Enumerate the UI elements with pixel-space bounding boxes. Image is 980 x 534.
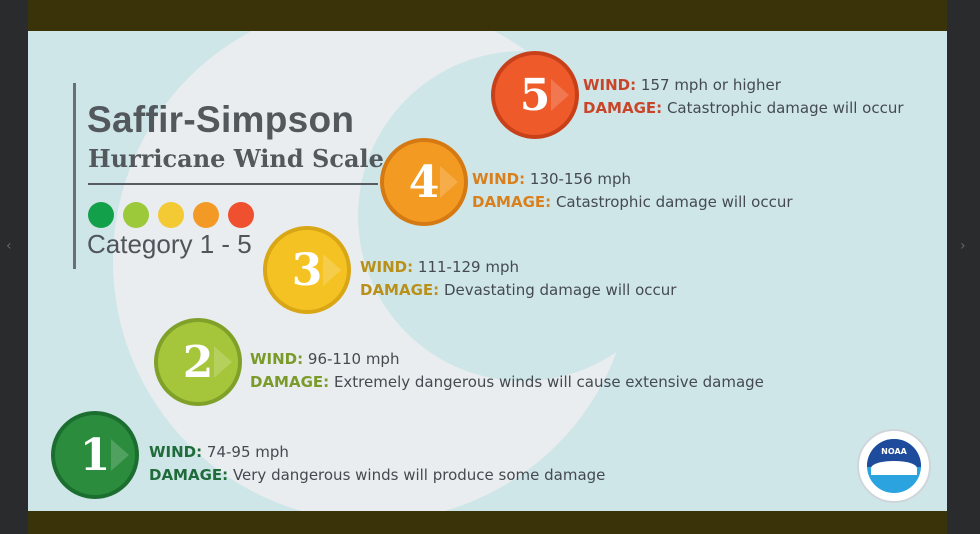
wind-label: WIND:	[472, 170, 526, 188]
wind-row: WIND: 74-95 mph	[149, 441, 605, 464]
wind-row: WIND: 111-129 mph	[360, 256, 676, 279]
noaa-logo: NOAA	[857, 429, 931, 503]
wind-row: WIND: 130-156 mph	[472, 168, 793, 191]
legend-dot	[88, 202, 114, 228]
legend-dot	[228, 202, 254, 228]
wind-value: 157 mph or higher	[640, 76, 781, 94]
category-4-info: WIND: 130-156 mph DAMAGE: Catastrophic da…	[472, 168, 793, 214]
damage-row: DAMAGE: Catastrophic damage will occur	[583, 97, 904, 120]
arrow-icon	[440, 166, 458, 198]
category-number: 3	[291, 244, 323, 296]
damage-label: DAMAGE:	[472, 193, 552, 211]
divider	[73, 83, 76, 269]
infographic: Saffir-Simpson Hurricane Wind Scale Cate…	[28, 31, 947, 511]
damage-row: DAMAGE: Catastrophic damage will occur	[472, 191, 793, 214]
damage-value: Very dangerous winds will produce some d…	[232, 466, 606, 484]
prev-arrow-icon[interactable]: ‹	[6, 238, 12, 254]
damage-label: DAMAGE:	[149, 466, 229, 484]
title: Saffir-Simpson	[87, 99, 355, 140]
wind-label: WIND:	[583, 76, 637, 94]
category-2-info: WIND: 96-110 mph DAMAGE: Extremely danger…	[250, 348, 764, 394]
category-1-info: WIND: 74-95 mph DAMAGE: Very dangerous wi…	[149, 441, 605, 487]
wind-row: WIND: 96-110 mph	[250, 348, 764, 371]
arrow-icon	[111, 439, 129, 471]
legend-dot	[158, 202, 184, 228]
category-2-badge: 2	[154, 318, 242, 406]
divider	[88, 183, 378, 185]
category-range: Category 1 - 5	[87, 229, 252, 259]
wind-label: WIND:	[149, 443, 203, 461]
damage-value: Catastrophic damage will occur	[555, 193, 793, 211]
wind-row: WIND: 157 mph or higher	[583, 74, 904, 97]
legend-dot	[193, 202, 219, 228]
wind-label: WIND:	[250, 350, 304, 368]
wind-value: 74-95 mph	[206, 443, 289, 461]
category-4-badge: 4	[380, 138, 468, 226]
logo-text: NOAA	[881, 447, 907, 456]
category-number: 4	[408, 156, 440, 208]
damage-row: DAMAGE: Very dangerous winds will produc…	[149, 464, 605, 487]
damage-value: Extremely dangerous winds will cause ext…	[333, 373, 764, 391]
legend-dot	[123, 202, 149, 228]
damage-label: DAMAGE:	[250, 373, 330, 391]
damage-value: Catastrophic damage will occur	[666, 99, 904, 117]
bottom-band	[28, 511, 947, 534]
arrow-icon	[214, 346, 232, 378]
category-5-badge: 5	[491, 51, 579, 139]
damage-row: DAMAGE: Extremely dangerous winds will c…	[250, 371, 764, 394]
arrow-icon	[323, 254, 341, 286]
top-band	[28, 0, 947, 31]
damage-row: DAMAGE: Devastating damage will occur	[360, 279, 676, 302]
damage-value: Devastating damage will occur	[443, 281, 677, 299]
wind-value: 96-110 mph	[307, 350, 400, 368]
category-number: 5	[519, 69, 551, 121]
wind-value: 130-156 mph	[529, 170, 632, 188]
category-number: 1	[79, 429, 111, 481]
arrow-icon	[551, 79, 569, 111]
category-3-badge: 3	[263, 226, 351, 314]
damage-label: DAMAGE:	[360, 281, 440, 299]
category-5-info: WIND: 157 mph or higher DAMAGE: Catastrop…	[583, 74, 904, 120]
wind-label: WIND:	[360, 258, 414, 276]
category-3-info: WIND: 111-129 mph DAMAGE: Devastating dam…	[360, 256, 676, 302]
next-arrow-icon[interactable]: ›	[960, 238, 966, 254]
subtitle: Hurricane Wind Scale	[88, 144, 384, 173]
category-number: 2	[182, 336, 214, 388]
damage-label: DAMAGE:	[583, 99, 663, 117]
wind-value: 111-129 mph	[417, 258, 520, 276]
category-legend	[88, 202, 254, 228]
category-1-badge: 1	[51, 411, 139, 499]
